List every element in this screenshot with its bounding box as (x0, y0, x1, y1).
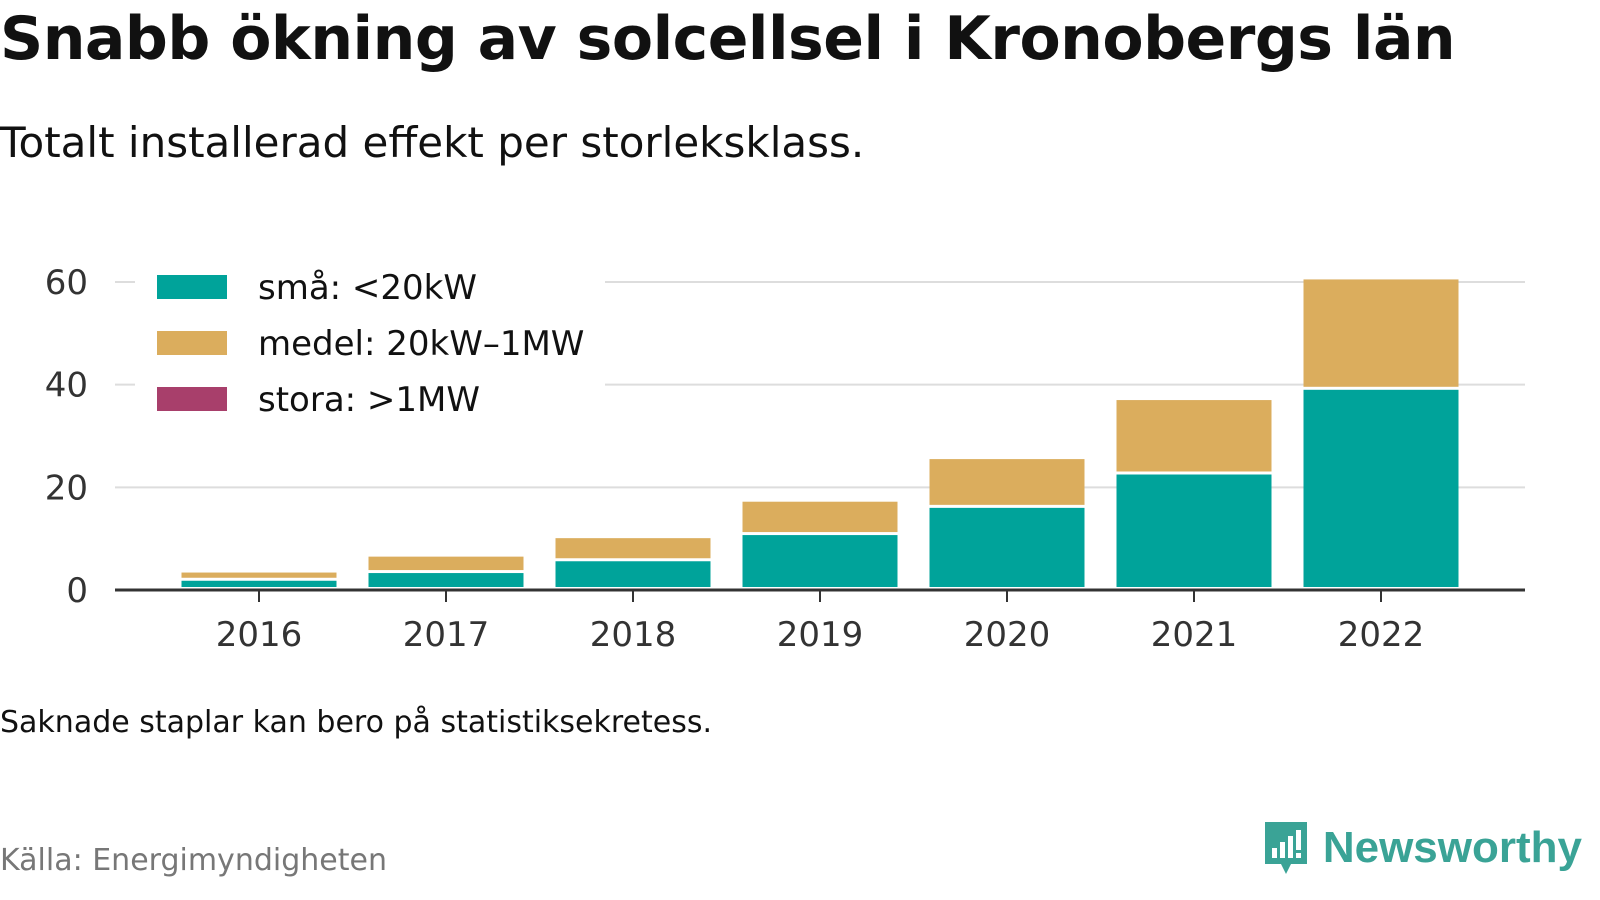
bar-segment (1116, 474, 1272, 587)
x-tick-label: 2020 (964, 615, 1051, 655)
chart-title: Snabb ökning av solcellsel i Kronobergs … (0, 4, 1456, 74)
chart-subtitle: Totalt installerad effekt per storlekskl… (0, 118, 865, 167)
footnote: Saknade staplar kan bero på statistiksek… (0, 705, 713, 740)
y-tick-label: 60 (45, 263, 88, 303)
legend-swatch (157, 387, 227, 411)
brand-name: Newsworthy (1322, 823, 1582, 872)
bar-segment (742, 501, 898, 533)
x-tick-label: 2017 (403, 615, 490, 655)
bar-segment (555, 561, 711, 587)
axes: 0 20 40 60 2016 2017 2018 2019 2020 2021 2022 (45, 263, 1525, 655)
bar-segment (368, 573, 524, 587)
x-tick-label: 2022 (1338, 615, 1425, 655)
newsworthy-logo-icon (1264, 822, 1307, 874)
x-tick-label: 2019 (777, 615, 864, 655)
bar-segment (1303, 279, 1459, 387)
legend-swatch (157, 275, 227, 299)
bar-segment (929, 459, 1085, 505)
y-tick-label: 0 (66, 571, 88, 611)
legend-swatch (157, 331, 227, 355)
legend-label: små: <20kW (258, 268, 477, 308)
source-credit: Källa: Energimyndigheten (0, 843, 387, 878)
brand-logo: Newsworthy (1261, 818, 1582, 878)
y-tick-label: 40 (45, 366, 88, 406)
bar-segment (555, 538, 711, 559)
bar-segment (1116, 400, 1272, 472)
bar-segment (929, 507, 1085, 587)
bar-segment (368, 556, 524, 571)
x-tick-label: 2016 (216, 615, 303, 655)
bars (181, 279, 1459, 587)
y-tick-label: 20 (45, 468, 88, 508)
x-tick-label: 2021 (1151, 615, 1238, 655)
bar-segment (742, 535, 898, 587)
bar-segment (181, 580, 337, 587)
legend: små: <20kW medel: 20kW–1MW stora: >1MW (135, 262, 605, 427)
bar-segment (1303, 389, 1459, 587)
x-tick-label: 2018 (590, 615, 677, 655)
bar-segment (181, 572, 337, 578)
legend-label: stora: >1MW (258, 380, 480, 420)
legend-label: medel: 20kW–1MW (258, 324, 584, 364)
